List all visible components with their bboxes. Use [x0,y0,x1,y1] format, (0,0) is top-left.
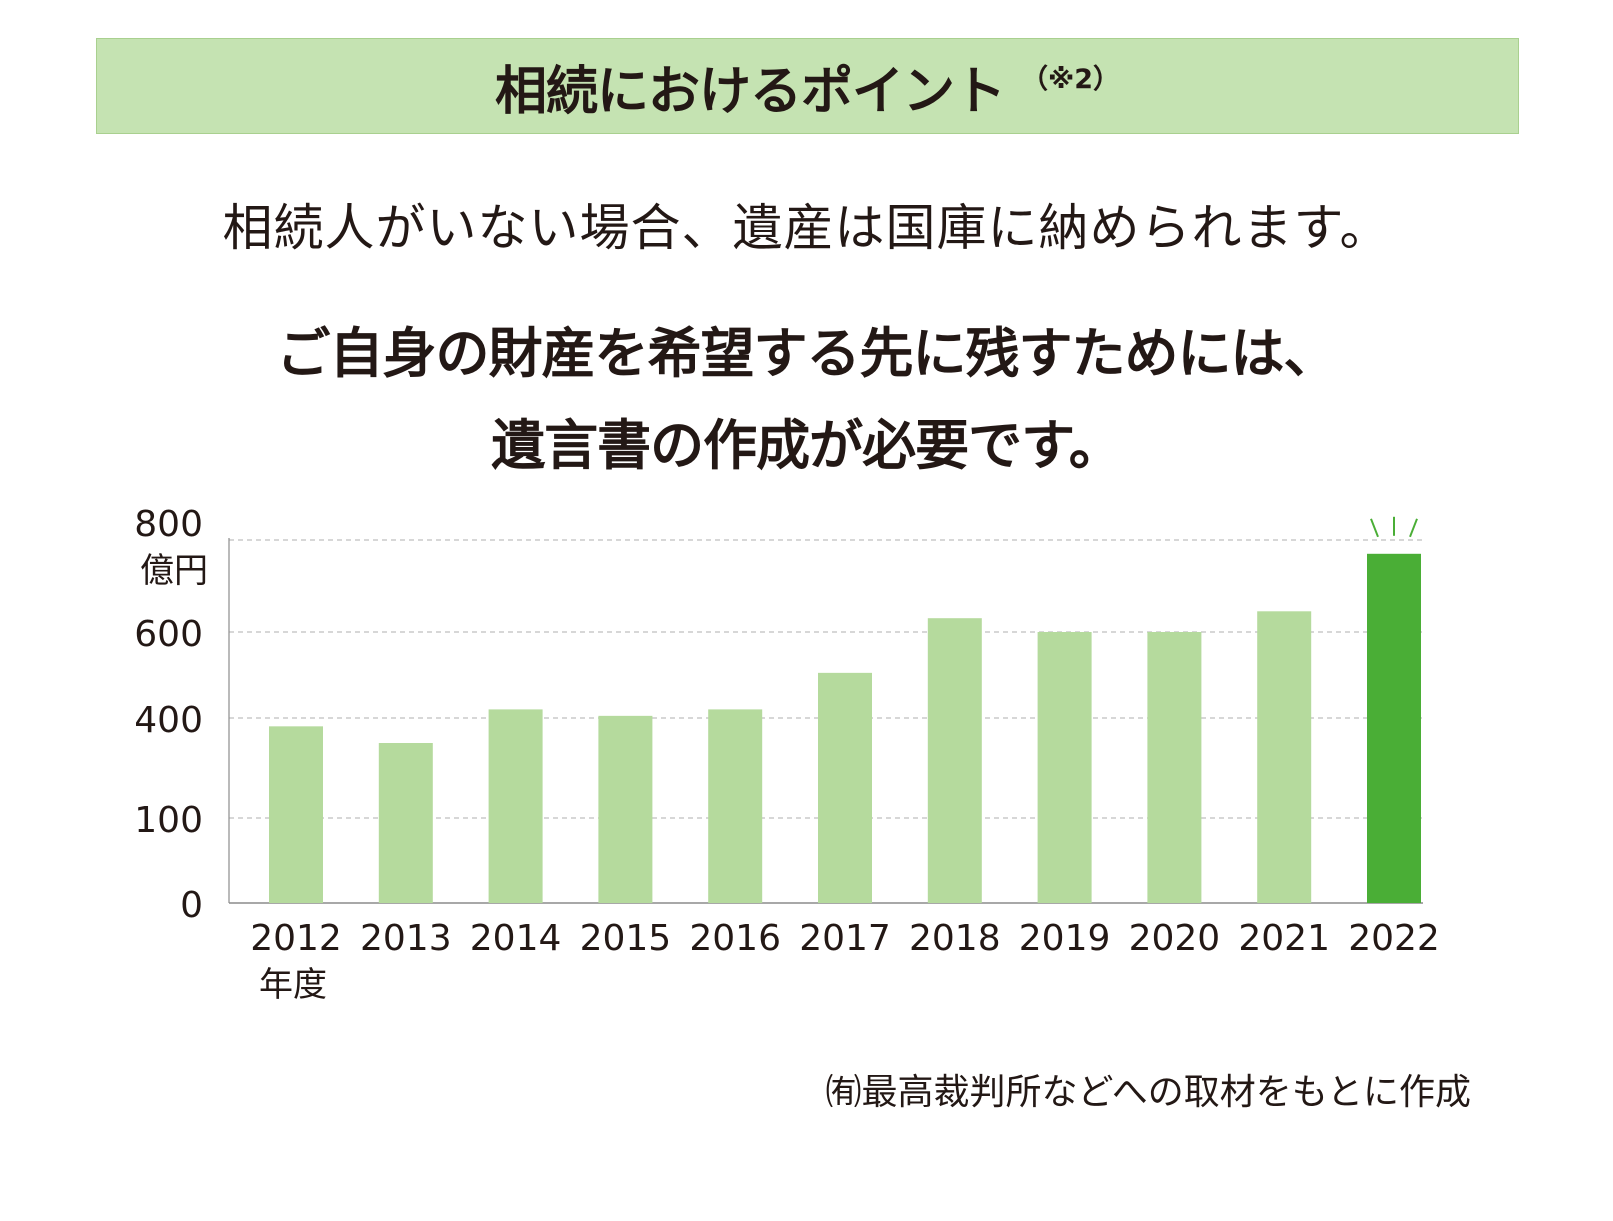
banner-note: （※2） [1020,63,1121,95]
banner-title: 相続におけるポイント [494,61,1006,122]
bar-2022 [1367,553,1421,903]
title-banner: 相続におけるポイント （※2） [96,38,1519,134]
y-tick-label: 100 [134,800,203,841]
x-tick-label: 2013 [360,918,452,959]
x-tick-label: 2021 [1238,918,1330,959]
bar-2012 [269,726,323,903]
bar-2015 [598,715,653,903]
bar-chart: 0 100 400 600 800 2012 2013 2014 2015 2016 2017 201… [134,504,1440,1005]
axis-labels: 0 100 400 600 800 2012 2013 2014 2015 2016 2017 201… [134,504,1440,959]
bar-2014 [488,709,543,903]
y-tick-label: 600 [134,614,203,655]
x-tick-label: 2015 [580,918,672,959]
y-tick-label: 0 [180,885,203,926]
x-axis-unit: 年度 [259,965,327,1005]
bar-2016 [708,709,763,903]
y-axis-unit: 億円 [140,551,208,591]
bar-2018 [927,618,982,903]
x-tick-label: 2016 [689,918,781,959]
x-tick-label: 2017 [799,918,891,959]
emphasis-line-1: ご自身の財産を希望する先に残すためには、 [276,308,1338,400]
bar-2020 [1147,632,1202,903]
x-tick-label: 2020 [1129,918,1221,959]
x-tick-label: 2014 [470,918,562,959]
x-tick-label: 2012 [250,918,342,959]
emphasis-line-2: 遺言書の作成が必要です。 [491,400,1123,492]
x-tick-label: 2022 [1348,918,1440,959]
burst-stroke [1370,518,1379,538]
x-tick-label: 2018 [909,918,1001,959]
y-tick-label: 400 [134,700,203,741]
lead-text: 相続人がいない場合、遺産は国庫に納められます。 [222,199,1391,257]
bar-2017 [818,672,872,903]
burst-stroke [1409,518,1418,538]
bar-2013 [378,743,433,903]
source-note: ㈲最高裁判所などへの取材をもとに作成 [825,1072,1471,1113]
bar-2021 [1257,611,1312,903]
highlight-burst-icon [1370,516,1418,538]
bar-2019 [1037,632,1092,903]
y-tick-label: 800 [134,504,203,545]
bars [269,553,1421,903]
x-tick-label: 2019 [1019,918,1111,959]
emphasis-text: ご自身の財産を希望する先に残すためには、 遺言書の作成が必要です。 [0,308,1613,492]
